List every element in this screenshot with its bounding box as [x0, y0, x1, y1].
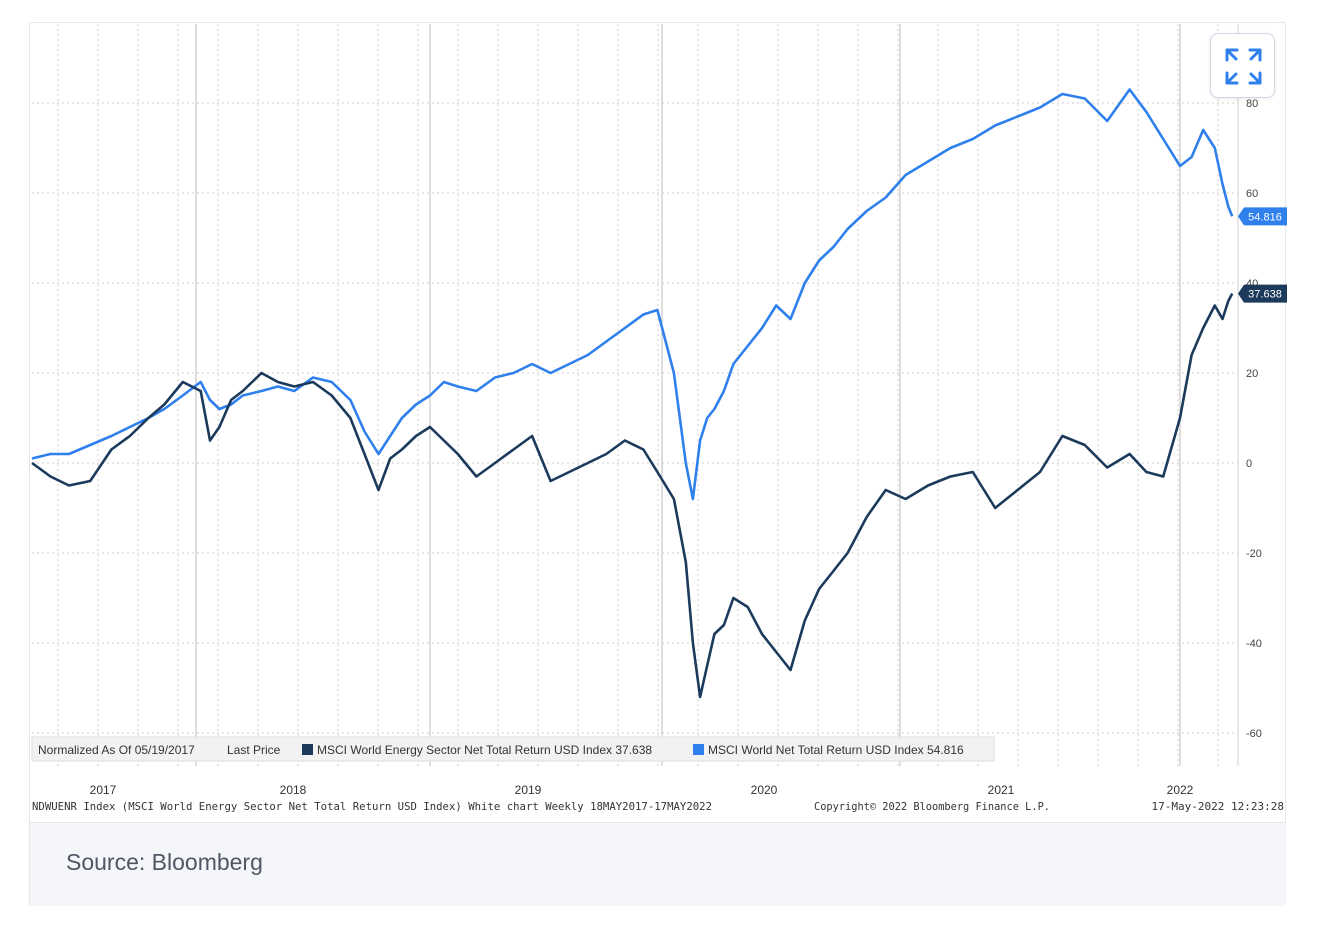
series-layer	[31, 88, 1234, 699]
y-tick-label: 60	[1246, 188, 1258, 200]
grid-lines	[32, 24, 1239, 766]
x-tick-label: 2020	[751, 783, 778, 797]
legend-swatch-energy	[302, 744, 313, 755]
expand-arrows-icon	[1225, 48, 1262, 85]
end-value-labels: 54.816 37.638	[1238, 207, 1287, 303]
y-tick-label: 80	[1246, 98, 1258, 110]
expand-button[interactable]	[1210, 33, 1275, 98]
x-axis: 2017 2018 2019 2020 2021 2022	[90, 783, 1194, 797]
series-line	[31, 88, 1234, 501]
chart-footer: NDWUENR Index (MSCI World Energy Sector …	[32, 800, 1284, 813]
x-tick-label: 2017	[90, 783, 117, 797]
source-caption: Source: Bloomberg	[30, 822, 1286, 906]
footer-copyright: Copyright© 2022 Bloomberg Finance L.P.	[814, 800, 1050, 813]
legend-energy: MSCI World Energy Sector Net Total Retur…	[317, 743, 652, 757]
end-label: 54.816	[1238, 207, 1287, 226]
end-label-bg	[1238, 284, 1287, 303]
x-tick-label: 2021	[988, 783, 1015, 797]
footer-timestamp: 17-May-2022 12:23:28	[1152, 800, 1284, 813]
legend-normalized: Normalized As Of 05/19/2017	[38, 743, 195, 757]
legend-world: MSCI World Net Total Return USD Index 54…	[708, 743, 964, 757]
y-tick-label: 0	[1246, 458, 1252, 470]
x-tick-label: 2022	[1167, 783, 1194, 797]
y-tick-label: -20	[1246, 548, 1262, 560]
caption-text: Source: Bloomberg	[66, 849, 263, 875]
y-tick-label: -40	[1246, 638, 1262, 650]
legend-last-price: Last Price	[227, 743, 281, 757]
legend: Normalized As Of 05/19/2017 Last Price M…	[31, 736, 995, 762]
x-tick-label: 2018	[280, 783, 307, 797]
end-label: 37.638	[1238, 284, 1287, 303]
end-label-bg	[1238, 207, 1287, 226]
footer-source-line: NDWUENR Index (MSCI World Energy Sector …	[32, 800, 712, 813]
x-tick-label: 2019	[515, 783, 542, 797]
legend-swatch-world	[693, 744, 704, 755]
end-label-text: 54.816	[1248, 211, 1282, 223]
series-line	[31, 292, 1234, 699]
end-label-text: 37.638	[1248, 289, 1282, 301]
y-tick-label: 20	[1246, 368, 1258, 380]
y-tick-label: -60	[1246, 728, 1262, 740]
